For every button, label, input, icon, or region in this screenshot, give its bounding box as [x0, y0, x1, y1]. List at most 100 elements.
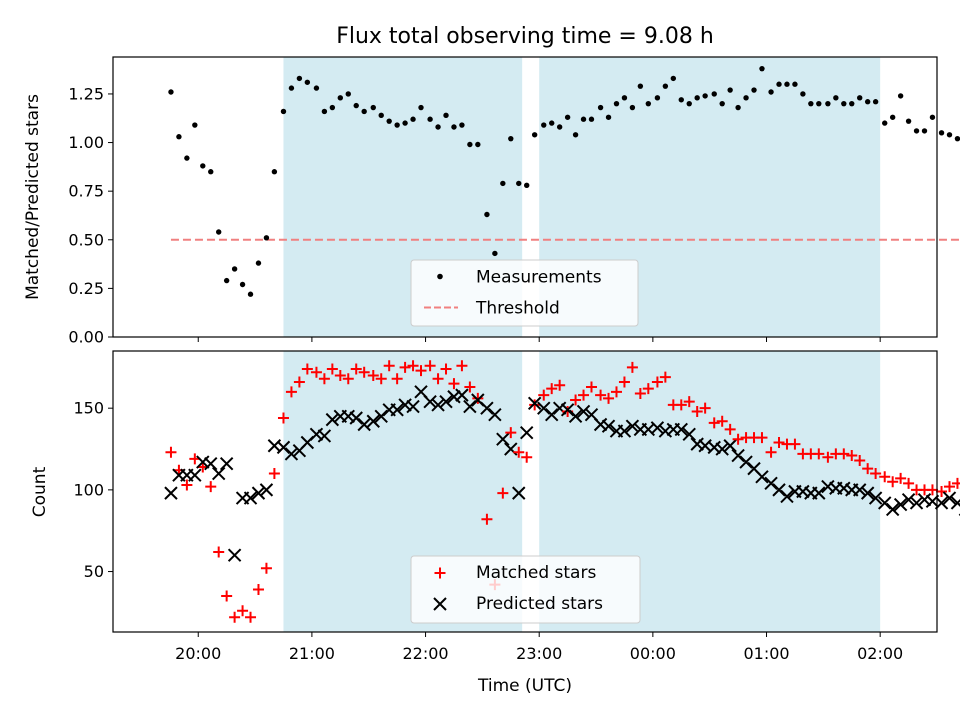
predicted-star-point [568, 409, 583, 424]
bottom-legend: Matched stars Predicted stars [410, 555, 641, 624]
matched-star-point [634, 387, 646, 399]
axes-layer: 20:0021:0022:0023:0000:0001:0002:0003:00… [68, 56, 938, 663]
measurement-point [670, 75, 677, 82]
measurement-point [889, 114, 896, 120]
matched-star-point [521, 451, 533, 463]
predicted-star-point [423, 394, 437, 409]
measurement-point [304, 79, 311, 85]
measurement-point [410, 116, 416, 122]
measurement-point [913, 128, 920, 134]
measurement-point [215, 229, 222, 235]
x-tick-label: 22:00 [402, 644, 448, 663]
matched-star-point [221, 590, 233, 602]
measurement-point [816, 100, 822, 107]
measurement-point [329, 104, 336, 111]
top-y-tick-label: 0.75 [68, 182, 104, 201]
measurement-point [678, 97, 684, 103]
top-y-tick-label: 1.00 [68, 133, 104, 152]
predicted-star-point [560, 403, 575, 417]
matched-star-point [595, 389, 607, 401]
measurement-point [549, 120, 555, 126]
measurement-point [743, 95, 749, 101]
matched-star-point [326, 363, 338, 375]
measurement-point [524, 182, 530, 189]
matched-star-point [716, 415, 728, 427]
predicted-star-point [723, 439, 737, 453]
predicted-star-point [796, 484, 810, 499]
matched-star-point [268, 468, 280, 480]
measurement-point [492, 250, 498, 257]
predicted-star-point [780, 489, 794, 504]
matched-star-point [610, 386, 622, 398]
matched-star-point [651, 376, 663, 388]
matched-star-point [570, 394, 582, 406]
predicted-star-point [885, 502, 900, 517]
measurement-point [231, 266, 238, 272]
matched-star-point [578, 389, 590, 401]
predicted-star-point [617, 424, 632, 438]
matched-star-point [862, 463, 874, 475]
predicted-star-point [878, 496, 892, 510]
predicted-star-point [772, 483, 786, 497]
measurement-point [200, 163, 206, 169]
predicted-star-point [196, 455, 210, 469]
measurement-point [637, 83, 644, 89]
matched-star-point [732, 433, 744, 445]
measurement-point [192, 122, 198, 128]
measurement-point [702, 93, 708, 99]
legend-measurements-label: Measurements [476, 268, 602, 288]
predicted-star-point [447, 390, 461, 404]
matched-star-point [659, 371, 671, 383]
measurement-point [857, 95, 863, 101]
predicted-star-point [731, 448, 745, 463]
measurement-point [864, 99, 871, 105]
measurement-point [954, 135, 960, 142]
measurement-point [296, 75, 303, 82]
matched-star-point [895, 472, 907, 484]
measurement-point [176, 134, 182, 140]
predicted-star-point [455, 388, 469, 402]
measurement-point [629, 104, 636, 111]
bottom-axes-frame [112, 350, 938, 633]
measurement-point [467, 141, 473, 148]
matched-star-point [887, 476, 899, 488]
matched-star-point [399, 361, 411, 373]
x-tick-label: 20:00 [175, 644, 221, 663]
predicted-star-point [439, 394, 453, 409]
predicted-star-point [390, 403, 404, 417]
predicted-star-point [366, 414, 380, 428]
measurement-point [751, 87, 757, 93]
predicted-star-point [893, 497, 908, 512]
matched-star-point [260, 562, 272, 574]
predicted-star-point [227, 548, 242, 562]
measurement-point [588, 116, 595, 122]
matched-star-point [822, 451, 834, 463]
predicted-star-point [650, 421, 665, 435]
matched-star-point [448, 378, 460, 390]
predicted-star-point [211, 466, 226, 481]
measurement-point [921, 128, 928, 134]
measurement-point [427, 116, 433, 122]
matched-star-point [375, 373, 387, 385]
matched-star-point [301, 363, 313, 375]
predicted-star-point [317, 429, 332, 443]
matched-star-point [773, 436, 785, 448]
predicted-star-point [707, 440, 721, 455]
measurement-point [694, 95, 700, 101]
measurement-point [872, 99, 879, 105]
matched-star-point [838, 448, 850, 460]
bottom-y-tick-label: 50 [84, 562, 104, 581]
predicted-star-point [527, 396, 542, 410]
predicted-star-point [496, 432, 510, 446]
predicted-star-point [519, 425, 534, 440]
matched-star-point [513, 446, 525, 458]
matched-star-point [708, 417, 720, 429]
measurement-point [711, 91, 717, 97]
top-y-tick-label: 0.00 [68, 328, 104, 347]
legend-matched-marker [434, 567, 446, 579]
top-axes-frame [112, 56, 938, 338]
measurement-point [727, 87, 733, 93]
matched-star-point [213, 546, 225, 558]
matched-star-point [699, 402, 711, 414]
